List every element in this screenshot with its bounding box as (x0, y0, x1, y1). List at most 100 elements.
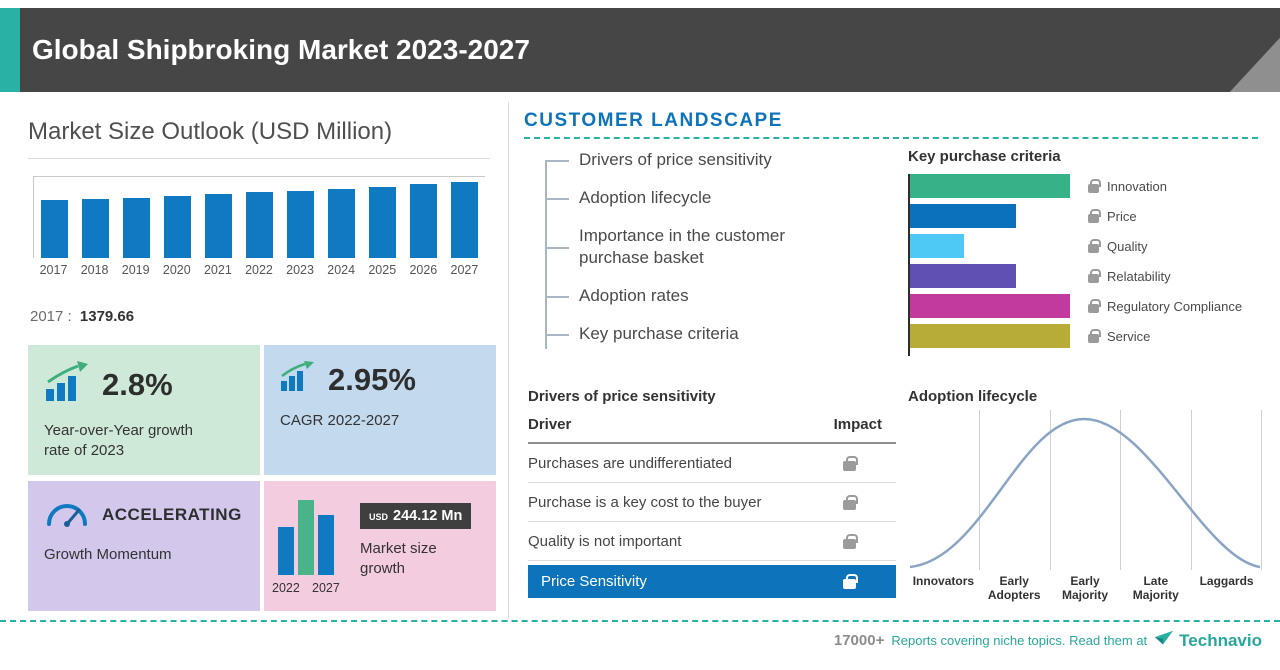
lock-icon (1088, 299, 1101, 313)
market-x-label: 2017 (39, 263, 68, 277)
lock-icon (843, 533, 858, 549)
kpc-bar-price (910, 204, 1016, 228)
list-bracket-line (545, 161, 547, 349)
momentum-card: ACCELERATING Growth Momentum (28, 481, 260, 611)
market-bar-2023 (287, 191, 314, 258)
key-purchase-criteria-chart (908, 174, 1070, 356)
kpc-bar-regulatory-compliance (910, 294, 1070, 318)
market-bar-2026 (410, 184, 437, 258)
driver-label: Purchase is a key cost to the buyer (528, 493, 762, 511)
customer-landscape-item-adoption-rates: Adoption rates (545, 285, 813, 307)
kpc-legend-label: Price (1107, 208, 1137, 224)
mini-bar-growth (298, 500, 314, 575)
market-x-label: 2022 (245, 263, 273, 277)
chart-gridline (1261, 410, 1262, 570)
table-body: Purchases are undifferentiated Purchase i… (528, 444, 896, 561)
driver-label: Quality is not important (528, 532, 682, 550)
market-x-label: 2018 (80, 263, 109, 277)
lock-icon (1088, 209, 1101, 223)
market-bar-2022 (246, 192, 273, 258)
momentum-label: Growth Momentum (44, 546, 172, 563)
market-bar-2019 (123, 198, 150, 258)
footer-dashed-divider (0, 620, 1280, 622)
chart-gridline (1120, 410, 1122, 570)
kpc-legend-item-regulatory-compliance: Regulatory Compliance (1088, 294, 1242, 318)
kpc-legend-label: Quality (1107, 238, 1148, 254)
adoption-lifecycle-stage-labels: Innovators Early Adopters Early Majority La… (908, 574, 1262, 603)
lifecycle-stage-laggards: Laggards (1199, 574, 1254, 588)
growth-value-badge: USD 244.12 Mn (360, 503, 472, 529)
market-bar-2018 (82, 199, 109, 258)
speedometer-icon (44, 497, 90, 532)
market-size-bar-chart: 2017 2018 2019 2020 2021 2022 2023 2024 2025 2026… (33, 176, 485, 277)
driver-label: Purchases are undifferentiated (528, 454, 733, 472)
market-growth-card: 2022 2027 USD 244.12 Mn Market size grow… (264, 481, 496, 611)
driver-row-quality-is-not-important: Quality is not important (528, 522, 896, 561)
key-purchase-criteria-title: Key purchase criteria (908, 148, 1061, 165)
adoption-lifecycle-chart (908, 410, 1262, 570)
mini-bar-2022 (278, 527, 294, 575)
technavio-wordmark: Technavio (1179, 630, 1262, 650)
kpc-legend-item-quality: Quality (1088, 234, 1242, 258)
table-header-row: Driver Impact (528, 416, 896, 444)
chart-gridline (978, 410, 980, 570)
kpc-bar-innovation (910, 174, 1070, 198)
market-bar-2021 (205, 194, 232, 258)
market-bar-2024 (328, 189, 355, 258)
header-banner: Global Shipbroking Market 2023-2027 (0, 8, 1280, 92)
kpc-legend-label: Service (1107, 328, 1151, 344)
stat-cards-grid: 2.8% Year-over-Year growth rate of 2023 … (28, 345, 496, 611)
lock-icon (1088, 239, 1101, 253)
currency-label: USD (369, 512, 389, 522)
header-fold-decoration (1230, 38, 1280, 92)
title-divider (28, 158, 490, 159)
adoption-lifecycle-title: Adoption lifecycle (908, 388, 1038, 405)
kpc-legend-item-innovation: Innovation (1088, 174, 1242, 198)
kpc-bar-quality (910, 234, 964, 258)
market-bar-2025 (369, 187, 396, 258)
base-year-value: 1379.66 (79, 308, 135, 325)
cagr-card: 2.95% CAGR 2022-2027 (264, 345, 496, 475)
highlight-label: Price Sensitivity (541, 573, 647, 590)
mini-growth-bar-chart (278, 500, 334, 575)
yoy-growth-value: 2.8% (102, 366, 173, 402)
market-x-label: 2023 (286, 263, 314, 277)
kpc-bar-service (910, 324, 1070, 348)
lock-icon (843, 574, 858, 589)
market-bar-2017 (41, 200, 68, 258)
driver-row-purchases-are-undifferentiated: Purchases are undifferentiated (528, 444, 896, 483)
kpc-legend-item-price: Price (1088, 204, 1242, 228)
footer: 17000+ Reports covering niche topics. Re… (834, 629, 1262, 652)
lifecycle-stage-early-majority: Early Majority (1061, 574, 1108, 603)
mini-chart-year-end: 2027 (312, 581, 340, 595)
growth-value: 244.12 Mn (393, 508, 463, 524)
chart-gridline (1191, 410, 1193, 570)
market-x-label: 2020 (162, 263, 191, 277)
mini-bar-2027 (318, 515, 334, 575)
lock-icon (1088, 329, 1101, 343)
lifecycle-stage-innovators: Innovators (912, 574, 975, 588)
impact-column-header: Impact (833, 416, 882, 433)
base-year-label: 2017 : (30, 308, 72, 325)
lock-icon (1088, 179, 1101, 193)
bell-curve (909, 417, 1261, 569)
lock-icon (843, 494, 858, 510)
section-divider (508, 102, 509, 618)
customer-landscape-list: Drivers of price sensitivity Adoption lif… (545, 149, 813, 361)
kpc-legend-label: Relatability (1107, 268, 1171, 284)
technavio-logo[interactable]: Technavio (1154, 629, 1262, 652)
market-bar-2020 (164, 196, 191, 258)
growth-label: Market size growth (360, 540, 437, 577)
header-accent-stripe (0, 8, 20, 92)
price-sensitivity-highlight-row: Price Sensitivity (528, 565, 896, 598)
chart-gridline (1049, 410, 1051, 570)
key-purchase-criteria-legend: Innovation Price Quality Relatability Regula… (1088, 174, 1242, 354)
market-x-label: 2021 (203, 263, 232, 277)
price-sensitivity-table: Driver Impact Purchases are undifferenti… (528, 416, 896, 598)
cagr-label: CAGR 2022-2027 (280, 412, 400, 429)
page-title: Global Shipbroking Market 2023-2027 (32, 34, 530, 65)
technavio-arrow-icon (1154, 629, 1174, 652)
customer-landscape-item-drivers-of-price-sensitivity: Drivers of price sensitivity (545, 149, 813, 171)
lifecycle-stage-late-majority: Late Majority (1132, 574, 1179, 603)
